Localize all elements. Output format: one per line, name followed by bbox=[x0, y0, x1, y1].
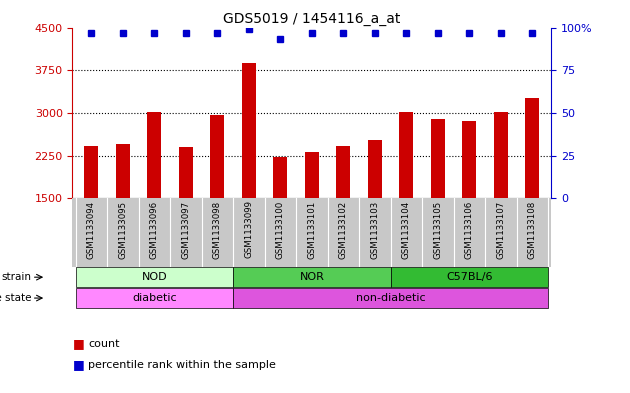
Bar bbox=[76, 267, 233, 287]
Bar bbox=[210, 115, 224, 198]
Bar bbox=[431, 119, 445, 198]
Text: GSM1133094: GSM1133094 bbox=[87, 200, 96, 259]
Text: GSM1133106: GSM1133106 bbox=[465, 200, 474, 259]
Bar bbox=[494, 112, 508, 198]
Text: diabetic: diabetic bbox=[132, 293, 176, 303]
Text: GSM1133098: GSM1133098 bbox=[213, 200, 222, 259]
Text: GSM1133099: GSM1133099 bbox=[244, 200, 253, 259]
Text: GSM1133097: GSM1133097 bbox=[181, 200, 190, 259]
Text: count: count bbox=[88, 339, 120, 349]
Bar bbox=[84, 146, 98, 198]
Text: disease state: disease state bbox=[0, 293, 32, 303]
Text: GSM1133101: GSM1133101 bbox=[307, 200, 316, 259]
Bar bbox=[525, 98, 539, 198]
Text: ■: ■ bbox=[72, 358, 84, 371]
Bar bbox=[399, 112, 413, 198]
Bar bbox=[336, 146, 350, 198]
Bar bbox=[179, 147, 193, 198]
Bar bbox=[116, 144, 130, 198]
Text: percentile rank within the sample: percentile rank within the sample bbox=[88, 360, 276, 370]
Text: NOR: NOR bbox=[299, 272, 324, 282]
Text: GSM1133100: GSM1133100 bbox=[276, 200, 285, 259]
Text: ■: ■ bbox=[72, 337, 84, 351]
Bar bbox=[368, 140, 382, 198]
Text: GSM1133108: GSM1133108 bbox=[528, 200, 537, 259]
Bar bbox=[233, 267, 391, 287]
Bar bbox=[242, 63, 256, 198]
Text: C57BL/6: C57BL/6 bbox=[446, 272, 493, 282]
Bar bbox=[273, 157, 287, 198]
Bar bbox=[462, 121, 476, 198]
Bar bbox=[147, 112, 161, 198]
Text: GSM1133096: GSM1133096 bbox=[150, 200, 159, 259]
Text: NOD: NOD bbox=[142, 272, 167, 282]
Text: GSM1133102: GSM1133102 bbox=[339, 200, 348, 259]
Text: non-diabetic: non-diabetic bbox=[356, 293, 425, 303]
Bar bbox=[233, 288, 548, 308]
Bar bbox=[305, 152, 319, 198]
Text: GSM1133105: GSM1133105 bbox=[433, 200, 442, 259]
Text: GSM1133095: GSM1133095 bbox=[118, 200, 127, 259]
Text: GSM1133104: GSM1133104 bbox=[402, 200, 411, 259]
Title: GDS5019 / 1454116_a_at: GDS5019 / 1454116_a_at bbox=[223, 13, 401, 26]
Bar bbox=[391, 267, 548, 287]
Text: strain: strain bbox=[2, 272, 32, 282]
Text: GSM1133103: GSM1133103 bbox=[370, 200, 379, 259]
Bar bbox=[76, 288, 233, 308]
Text: GSM1133107: GSM1133107 bbox=[496, 200, 505, 259]
